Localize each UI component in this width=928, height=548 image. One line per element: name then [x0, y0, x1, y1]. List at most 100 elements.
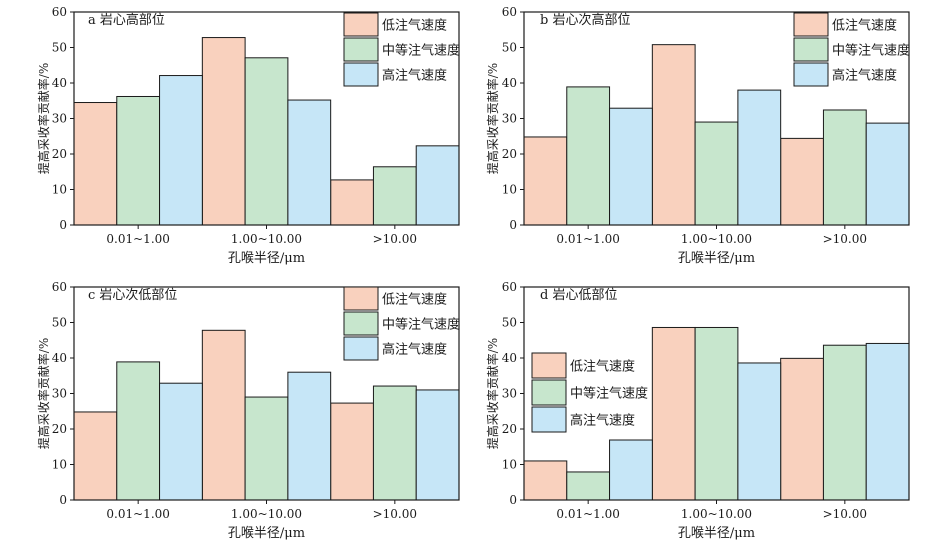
legend-swatch: [343, 37, 379, 62]
panel-title: a 岩心高部位: [88, 12, 165, 28]
bar-3-2: [372, 166, 417, 226]
y-tick-label: 50: [502, 316, 517, 330]
bar-1-2: [566, 471, 611, 501]
y-tick-label: 30: [52, 387, 67, 401]
y-tick-label: 0: [509, 218, 517, 232]
y-tick-label: 0: [509, 493, 517, 507]
y-tick-label: 60: [502, 280, 517, 294]
bar-3-1: [330, 179, 374, 226]
y-tick-label: 20: [52, 422, 67, 436]
bar-3-3: [865, 342, 910, 501]
bar-2-2: [244, 396, 289, 501]
x-tick-label: 1.00~10.00: [681, 232, 752, 246]
chart-panel-d: 0 10 20 30 40 50 60 0.01~1.00 1.00~10.00 >10.00 d …: [485, 280, 910, 541]
legend-swatch: [343, 311, 379, 336]
panel-title: c 岩心次低部位: [88, 287, 177, 303]
bar-1-1: [73, 102, 118, 226]
bar-2-2: [694, 326, 739, 501]
chart-panel-a: 0 10 20 30 40 50 60 0.01~1.00 1.00~10.00 >10.00 a …: [36, 5, 460, 266]
bar-3-2: [822, 109, 867, 226]
legend-label: 中等注气速度: [382, 317, 460, 333]
x-tick-label: 0.01~1.00: [106, 507, 170, 521]
x-tick-label: >10.00: [823, 507, 867, 521]
bar-1-3: [159, 75, 203, 226]
bar-2-1: [651, 44, 696, 226]
y-tick-label: 50: [502, 41, 517, 55]
bar-3-1: [780, 137, 824, 226]
y-tick-label: 40: [52, 76, 67, 90]
bar-2-3: [737, 362, 782, 501]
x-axis-label: 孔喉半径/μm: [228, 526, 305, 541]
bar-2-2: [694, 121, 739, 226]
y-axis-label: 提高采收率贡献率/%: [36, 63, 51, 174]
y-tick-label: 10: [52, 458, 67, 472]
legend-swatch: [343, 62, 379, 87]
bar-3-3: [865, 122, 910, 226]
chart-panel-c: 0 10 20 30 40 50 60 0.01~1.00 1.00~10.00 >10.00 c …: [36, 280, 460, 541]
legend-swatch: [343, 286, 379, 311]
chart-panel-b: 0 10 20 30 40 50 60 0.01~1.00 1.00~10.00 >10.00 b …: [485, 5, 910, 266]
y-tick-label: 20: [502, 147, 517, 161]
y-tick-label: 40: [502, 351, 517, 365]
y-tick-label: 10: [502, 183, 517, 197]
x-axis-label: 孔喉半径/μm: [678, 526, 755, 541]
y-tick-label: 50: [52, 41, 67, 55]
legend-label: 低注气速度: [382, 292, 447, 308]
bar-2-3: [737, 89, 782, 226]
bar-3-2: [372, 385, 417, 501]
bar-2-1: [201, 37, 246, 226]
legend-swatch: [531, 352, 567, 379]
bar-1-1: [73, 411, 118, 501]
bar-1-2: [566, 86, 611, 226]
bar-3-3: [415, 389, 460, 501]
bar-1-2: [116, 95, 161, 226]
legend-swatch: [793, 37, 829, 62]
y-tick-label: 30: [52, 112, 67, 126]
legend-label: 高注气速度: [382, 342, 447, 358]
legend-swatch: [531, 379, 567, 406]
x-tick-label: 1.00~10.00: [681, 507, 752, 521]
bar-3-3: [415, 145, 460, 226]
y-tick-label: 20: [502, 422, 517, 436]
bar-2-2: [244, 57, 289, 226]
bar-1-3: [609, 107, 653, 226]
legend-label: 高注气速度: [382, 68, 447, 84]
y-tick-label: 50: [52, 316, 67, 330]
y-tick-label: 60: [502, 5, 517, 19]
y-tick-label: 20: [52, 147, 67, 161]
y-tick-label: 30: [502, 387, 517, 401]
y-axis-label: 提高采收率贡献率/%: [485, 63, 500, 174]
y-tick-label: 30: [502, 112, 517, 126]
x-tick-label: 0.01~1.00: [106, 232, 170, 246]
panel-title: d 岩心低部位: [540, 288, 617, 303]
x-tick-label: 1.00~10.00: [231, 232, 302, 246]
legend-label: 中等注气速度: [832, 43, 910, 59]
y-tick-label: 40: [502, 76, 517, 90]
x-tick-label: 0.01~1.00: [556, 232, 620, 246]
x-axis-label: 孔喉半径/μm: [228, 251, 305, 266]
y-tick-label: 10: [502, 458, 517, 472]
bar-3-1: [780, 357, 824, 501]
legend-swatch: [343, 12, 379, 37]
legend-label: 低注气速度: [832, 18, 897, 34]
y-tick-label: 60: [52, 280, 67, 294]
legend-swatch: [793, 62, 829, 87]
y-tick-label: 0: [59, 493, 67, 507]
bar-1-1: [523, 136, 568, 226]
bar-3-1: [330, 402, 374, 501]
x-axis-label: 孔喉半径/μm: [678, 251, 755, 266]
y-axis-label: 提高采收率贡献率/%: [36, 338, 51, 449]
legend-swatch: [343, 336, 379, 361]
y-tick-label: 40: [52, 351, 67, 365]
bar-2-1: [201, 329, 246, 501]
panel-title: b 岩心次高部位: [540, 12, 630, 28]
legend-label: 高注气速度: [832, 68, 897, 84]
bar-2-3: [287, 99, 332, 226]
x-tick-label: >10.00: [373, 232, 417, 246]
bar-2-1: [651, 326, 696, 501]
